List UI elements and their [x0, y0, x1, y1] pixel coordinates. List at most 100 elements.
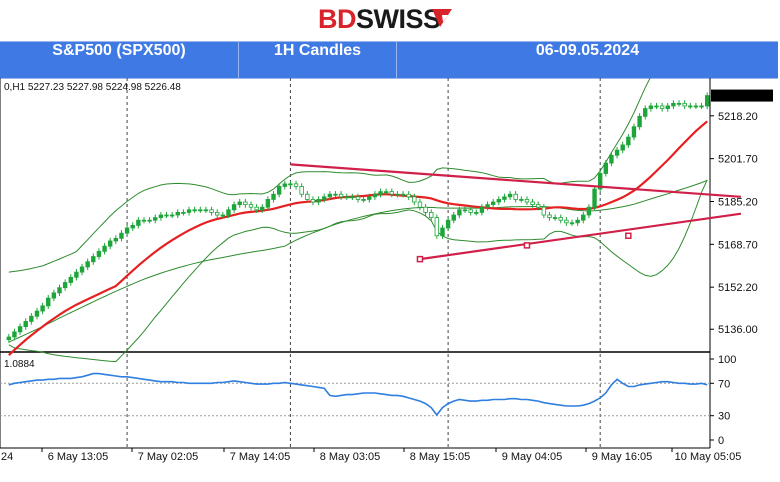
- candle-body: [40, 305, 45, 312]
- candle-body: [338, 193, 344, 198]
- indicator-label: 1.0884: [4, 359, 35, 370]
- time-edge-label: 24: [1, 451, 13, 463]
- candle-body: [299, 186, 304, 195]
- candle-body: [547, 214, 552, 218]
- candle-body: [552, 217, 558, 219]
- indicator-line: [8, 372, 708, 417]
- candle-body: [243, 201, 248, 206]
- candle-body: [361, 199, 366, 201]
- timeframe-label: 1H Candles: [273, 42, 362, 59]
- candle-body: [164, 214, 169, 217]
- candle-body: [153, 217, 158, 221]
- candle-body: [203, 209, 209, 212]
- candle-body: [389, 191, 394, 195]
- candle-body: [310, 199, 316, 203]
- candle-body: [192, 209, 197, 212]
- candle-body: [485, 204, 490, 208]
- ohlc-info-label: 0,H1 5227.23 5227.98 5224.98 5226.48: [4, 82, 181, 93]
- candle-body: [282, 183, 287, 187]
- candle-body: [175, 212, 180, 216]
- instrument-label: S&P500 (SPX500): [52, 42, 186, 59]
- candle-body: [383, 191, 389, 194]
- candle-body: [581, 214, 586, 221]
- candle-body: [57, 287, 62, 294]
- candle-body: [412, 196, 417, 203]
- time-tick-label: 8 May 03:05: [320, 451, 381, 463]
- candle-body: [626, 136, 631, 146]
- candle-body: [141, 219, 147, 222]
- brand-mark-icon: [432, 9, 452, 27]
- candle-body: [592, 188, 597, 208]
- time-tick-label: 6 May 13:05: [48, 451, 109, 463]
- candle-body: [316, 199, 321, 203]
- price-tick-label: 5185.20: [718, 197, 758, 209]
- bollinger-lower-line: [8, 179, 708, 363]
- candle-body: [665, 105, 670, 109]
- candle-body: [586, 206, 592, 216]
- candle-body: [327, 193, 333, 198]
- chart-header: S&P500 (SPX500) 1H Candles 06-09.05.2024: [0, 41, 778, 79]
- header-divider: [238, 42, 239, 78]
- candle-body: [29, 315, 34, 322]
- time-tick-label: 8 May 15:05: [410, 451, 471, 463]
- candle-body: [395, 193, 400, 196]
- candle-body: [350, 196, 355, 199]
- indicator-tick-label: 0: [718, 435, 724, 447]
- candle-body: [322, 196, 327, 200]
- candle-body: [406, 193, 411, 198]
- candle-body: [23, 321, 28, 328]
- candle-body: [468, 209, 473, 213]
- candle-body: [305, 193, 310, 200]
- candle-body: [496, 199, 501, 203]
- bollinger-upper-line: [8, 78, 651, 273]
- candle-body: [671, 102, 676, 107]
- candle-body: [214, 212, 220, 216]
- candle-body: [631, 126, 637, 138]
- candle-body: [74, 271, 79, 278]
- candle-body: [659, 105, 665, 109]
- candle-body: [220, 214, 226, 217]
- time-tick-label: 10 May 05:05: [675, 451, 742, 463]
- candle-body: [688, 105, 693, 108]
- brand-part-swiss: SWISS: [356, 4, 441, 34]
- candle-body: [119, 232, 124, 239]
- candle-body: [620, 144, 625, 151]
- candle-body: [102, 245, 107, 252]
- price-tick-label: 5152.20: [718, 282, 758, 294]
- candle-body: [181, 212, 186, 214]
- candle-body: [474, 212, 479, 214]
- candle-body: [231, 204, 237, 211]
- candle-body: [445, 219, 451, 229]
- trend-anchor-point: [523, 242, 531, 249]
- candle-body: [237, 201, 242, 206]
- current-price-tag: [711, 89, 773, 102]
- candle-body: [186, 209, 192, 213]
- moving-average-line: [8, 120, 708, 356]
- date-range-label: 06-09.05.2024: [535, 42, 640, 59]
- candle-body: [288, 183, 293, 186]
- candle-body: [17, 326, 23, 333]
- candle-body: [457, 209, 462, 216]
- candle-body: [536, 204, 541, 208]
- candle-body: [569, 222, 575, 225]
- candle-body: [609, 154, 614, 164]
- brand-wordmark: BDSWISS: [318, 4, 441, 35]
- candle-body: [603, 162, 609, 174]
- price-chart: 5218.20 5201.70 5185.20 5168.70 5152.20 5136.…: [0, 78, 773, 463]
- candle-body: [158, 214, 164, 218]
- candle-body: [265, 199, 271, 208]
- price-tick-label: 5136.00: [718, 324, 758, 336]
- candle-body: [502, 196, 507, 200]
- candle-body: [400, 193, 406, 196]
- candle-body: [333, 193, 338, 196]
- candle-body: [423, 206, 428, 213]
- candle-body: [276, 186, 282, 195]
- candle-body: [643, 108, 648, 117]
- candle-body: [519, 199, 524, 201]
- price-tick-label: 5168.70: [718, 239, 758, 251]
- candle-body: [107, 240, 113, 247]
- indicator-tick-label: 30: [718, 411, 730, 423]
- candle-body: [513, 193, 518, 200]
- candle-body: [654, 105, 659, 108]
- candle-body: [637, 115, 642, 128]
